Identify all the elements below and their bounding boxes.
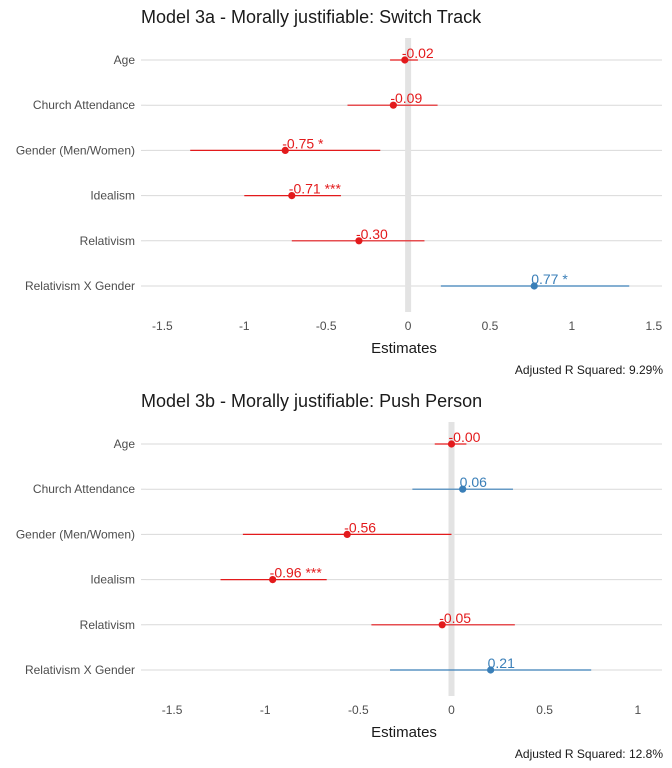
x-tick-label: -1: [260, 703, 271, 717]
x-tick-label: 0.5: [482, 319, 499, 333]
y-tick-label: Church Attendance: [33, 482, 135, 496]
chart-title: Model 3b - Morally justifiable: Push Per…: [141, 391, 482, 411]
estimate-label: -0.02: [402, 45, 434, 61]
estimate-point: [401, 56, 409, 64]
y-tick-label: Age: [114, 53, 136, 67]
y-tick-label: Relativism: [80, 618, 135, 632]
x-tick-label: -0.5: [316, 319, 337, 333]
estimate-point: [343, 530, 351, 539]
estimate-point: [487, 666, 495, 674]
x-tick-label: 1: [569, 319, 576, 333]
x-tick-label: -0.5: [348, 703, 369, 717]
estimate-point: [288, 192, 296, 200]
y-tick-label: Church Attendance: [33, 98, 135, 112]
zero-reference-line: [405, 38, 412, 312]
x-tick-label: 0: [448, 703, 455, 717]
x-tick-label: 0.5: [536, 703, 553, 717]
estimate-label: -0.75 *: [282, 135, 324, 151]
estimate-label: 0.77 *: [531, 271, 568, 287]
y-tick-label: Gender (Men/Women): [16, 143, 135, 157]
estimate-label: -0.30: [356, 226, 388, 242]
zero-reference-line: [448, 422, 455, 696]
estimate-label: 0.06: [460, 474, 487, 490]
estimate-label: 0.21: [488, 655, 515, 671]
adjusted-r-squared-note: Adjusted R Squared: 9.29%: [515, 363, 663, 377]
estimate-label: -0.09: [390, 90, 422, 106]
estimate-point: [281, 146, 289, 154]
estimate-label: -0.96 ***: [270, 565, 323, 581]
x-tick-label: 1: [634, 703, 641, 717]
y-tick-label: Age: [114, 437, 136, 451]
x-tick-label: -1.5: [152, 319, 173, 333]
y-tick-label: Relativism X Gender: [25, 663, 135, 677]
chart-panel-model-3b: Model 3b - Morally justifiable: Push Per…: [16, 391, 663, 761]
y-tick-label: Relativism: [80, 234, 135, 248]
x-axis-label: Estimates: [371, 340, 437, 357]
y-tick-label: Gender (Men/Women): [16, 527, 135, 541]
chart-title: Model 3a - Morally justifiable: Switch T…: [141, 7, 482, 27]
x-tick-label: 1.5: [645, 319, 662, 333]
estimate-point: [447, 440, 456, 448]
estimate-point: [438, 621, 446, 629]
estimate-point: [389, 101, 397, 109]
y-tick-label: Idealism: [90, 573, 135, 587]
chart-panel-model-3a: Model 3a - Morally justifiable: Switch T…: [16, 7, 663, 377]
adjusted-r-squared-note: Adjusted R Squared: 12.8%: [515, 747, 663, 761]
x-tick-label: -1.5: [162, 703, 183, 717]
estimate-point: [269, 576, 277, 584]
estimate-point: [459, 485, 467, 493]
y-tick-label: Idealism: [90, 189, 135, 203]
estimate-point: [530, 282, 538, 290]
x-axis-label: Estimates: [371, 724, 437, 741]
estimate-label: -0.56: [344, 519, 376, 535]
estimate-label: -0.05: [439, 610, 471, 626]
y-tick-label: Relativism X Gender: [25, 279, 135, 293]
x-tick-label: -1: [239, 319, 250, 333]
x-tick-label: 0: [405, 319, 412, 333]
estimate-label: -0.71 ***: [289, 181, 342, 197]
estimate-point: [355, 237, 363, 245]
estimate-label: -0.00: [449, 429, 481, 445]
